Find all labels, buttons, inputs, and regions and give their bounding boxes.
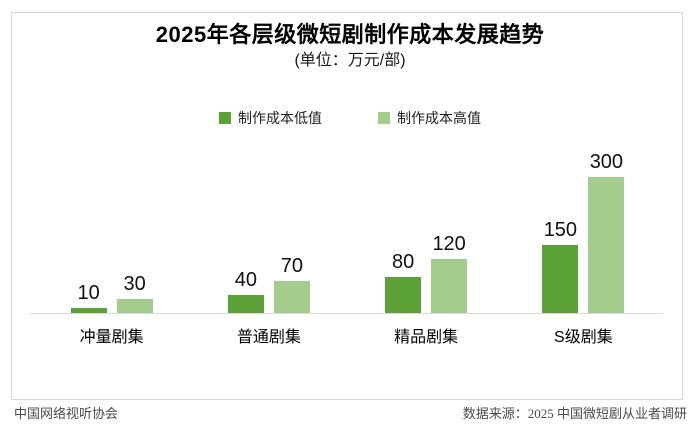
bar-group: 150 300 (505, 151, 662, 313)
category-label: S级剧集 (554, 329, 613, 346)
category-axis-labels: 冲量剧集 普通剧集 精品剧集 S级剧集 (33, 323, 662, 347)
legend-item-high: 制作成本高值 (378, 108, 481, 128)
bar-column: 10 (70, 282, 107, 313)
bar-column: 150 (542, 219, 579, 313)
chart-title: 2025年各层级微短剧制作成本发展趋势 (155, 22, 545, 47)
bar-low (227, 294, 264, 313)
bar-column: 40 (227, 268, 264, 313)
bar-column: 300 (588, 151, 625, 313)
bar-high (431, 258, 468, 313)
bar-value-label: 40 (234, 268, 257, 291)
bar-value-label: 300 (589, 151, 624, 173)
bar-low (542, 245, 579, 313)
bar-value-label: 120 (432, 232, 466, 255)
chart-subtitle: (单位：万元/部) (294, 52, 406, 69)
footer-data-source: 数据来源：2025 中国微短剧从业者调研 (462, 406, 687, 421)
bar-column: 120 (431, 232, 468, 313)
bar-value-label: 10 (77, 282, 100, 305)
bar-value-label: 150 (543, 219, 578, 241)
category-label: 冲量剧集 (79, 329, 144, 346)
bar-value-label: 80 (392, 250, 415, 273)
bar-column: 80 (385, 250, 422, 313)
bar-group: 10 30 (33, 273, 190, 313)
bar-group: 40 70 (190, 255, 347, 313)
footer-organization: 中国网络视听协会 (14, 406, 119, 421)
bar-group: 80 120 (348, 233, 505, 313)
bar-column: 30 (116, 273, 153, 313)
plot-area: 10 30 40 70 80 120 150 300 (33, 150, 662, 313)
bar-low (70, 308, 107, 313)
legend-label: 制作成本高值 (397, 110, 481, 126)
bar-value-label: 30 (123, 273, 146, 296)
bar-high (116, 299, 153, 313)
bar-value-label: 70 (280, 255, 303, 278)
x-axis-line (30, 313, 663, 314)
legend-swatch-icon (219, 112, 231, 124)
chart-legend: 制作成本低值 制作成本高值 (0, 109, 700, 127)
bar-high (588, 177, 625, 313)
legend-label: 制作成本低值 (238, 110, 322, 126)
chart-frame (11, 12, 683, 400)
category-label: 普通剧集 (236, 329, 301, 346)
legend-swatch-icon (378, 112, 390, 124)
bar-column: 70 (273, 255, 310, 313)
legend-item-low: 制作成本低值 (219, 108, 322, 128)
category-label: 精品剧集 (394, 329, 459, 346)
bar-low (385, 276, 422, 313)
bar-high (273, 281, 310, 313)
